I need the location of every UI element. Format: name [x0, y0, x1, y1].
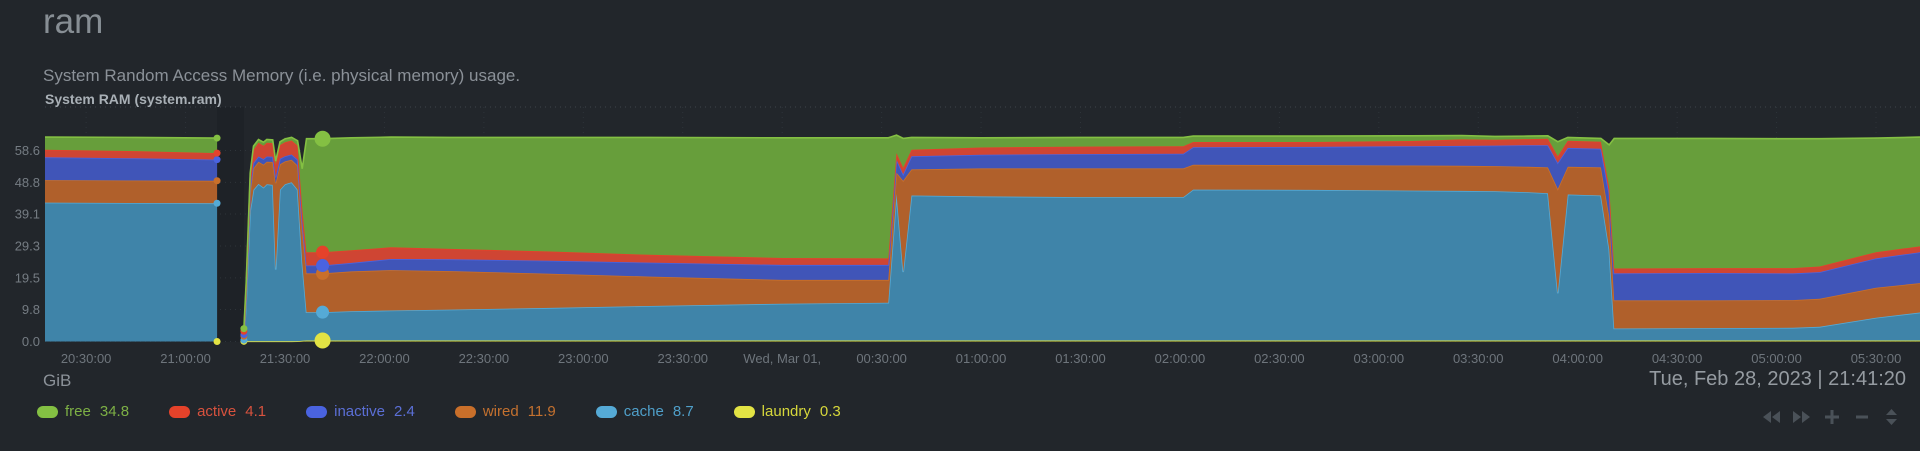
selection-dot-active [316, 245, 330, 259]
area-free [243, 135, 1920, 332]
legend-value-wired: 11.9 [527, 403, 556, 420]
x-tick-label: 21:00:00 [160, 351, 211, 366]
legend-swatch-active [169, 405, 191, 418]
x-tick-label: 02:30:00 [1254, 351, 1305, 366]
gap-endpoint-dot-free [240, 325, 248, 333]
x-tick-label: 20:30:00 [61, 351, 112, 366]
legend-item-free[interactable]: free 34.8 [37, 403, 129, 420]
legend-item-wired[interactable]: wired 11.9 [454, 403, 556, 420]
legend-value-inactive: 2.4 [393, 403, 415, 420]
gap-endpoint-dot-wired [213, 177, 221, 185]
gap-endpoint-dot-free [213, 134, 221, 142]
ram-stacked-area-chart[interactable]: 0.0 9.8 19.5 29.3 39.1 48.8 58.6 20:30:00 21:00:… [0, 0, 1920, 370]
selection-timestamp: Tue, Feb 28, 2023 | 21:41:20 [1649, 368, 1906, 390]
legend-label-inactive: inactive [334, 403, 385, 420]
gap-endpoint-dot-active [213, 149, 221, 157]
data-gap-band [217, 107, 244, 342]
area-wired [45, 180, 218, 204]
resize-icon[interactable] [1882, 409, 1901, 425]
selection-dot-cache [316, 305, 330, 319]
area-free [45, 137, 218, 154]
chart-toolbar [1762, 409, 1901, 425]
area-wired [243, 159, 1920, 340]
legend-item-cache[interactable]: cache 8.7 [595, 403, 694, 420]
selection-dot-laundry [314, 332, 331, 349]
legend-label-laundry: laundry [761, 403, 811, 420]
legend-swatch-laundry [733, 405, 755, 418]
legend-value-active: 4.1 [245, 403, 267, 420]
area-inactive [45, 157, 218, 181]
zoom-in-icon[interactable] [1822, 409, 1841, 425]
x-tick-label: 23:30:00 [657, 351, 708, 366]
legend-item-inactive[interactable]: inactive 2.4 [306, 403, 415, 420]
forward-icon[interactable] [1792, 409, 1811, 425]
legend-label-cache: cache [623, 403, 664, 420]
legend-value-laundry: 0.3 [819, 403, 841, 420]
gap-endpoint-dot-inactive [213, 156, 221, 164]
zoom-out-icon[interactable] [1852, 409, 1871, 425]
edge-laundry [243, 339, 1920, 343]
x-tick-label: 21:30:00 [260, 351, 311, 366]
legend-item-laundry[interactable]: laundry 0.3 [733, 403, 841, 420]
area-cache [243, 182, 1920, 342]
selection-dot-free [314, 130, 331, 147]
units-label: GiB [43, 371, 72, 390]
selection-dot-inactive [316, 259, 330, 273]
y-tick-label: 48.8 [15, 175, 40, 190]
x-tick-label: 03:00:00 [1354, 351, 1405, 366]
backward-icon[interactable] [1762, 409, 1781, 425]
x-tick-label: 01:00:00 [956, 351, 1007, 366]
x-tick-label: 22:00:00 [359, 351, 410, 366]
legend-item-active[interactable]: active 4.1 [169, 403, 266, 420]
edge-free [243, 134, 1920, 329]
legend-swatch-wired [454, 405, 476, 418]
x-tick-label: 04:30:00 [1652, 351, 1703, 366]
legend-swatch-free [37, 405, 58, 418]
legend-label-free: free [65, 403, 91, 420]
gap-endpoint-dot-laundry [213, 338, 221, 345]
x-tick-label: 00:30:00 [856, 351, 907, 366]
legend-swatch-cache [595, 405, 617, 418]
legend-label-active: active [197, 403, 237, 420]
y-tick-label: 58.6 [15, 143, 40, 158]
y-tick-label: 29.3 [15, 238, 40, 253]
x-tick-label: 05:30:00 [1851, 351, 1902, 366]
y-tick-label: 19.5 [15, 270, 40, 285]
legend-label-wired: wired [482, 403, 519, 420]
y-tick-label: 39.1 [15, 207, 40, 222]
x-tick-label: 22:30:00 [459, 351, 510, 366]
x-tick-label: 03:30:00 [1453, 351, 1504, 366]
x-tick-label: 02:00:00 [1155, 351, 1206, 366]
x-tick-label: 05:00:00 [1751, 351, 1802, 366]
page-title: ram [43, 2, 104, 41]
chart-title: System RAM (system.ram) [45, 91, 222, 107]
area-cache [45, 202, 218, 342]
legend-swatch-inactive [306, 405, 328, 418]
legend-value-free: 34.8 [99, 403, 130, 420]
x-tick-label: 04:00:00 [1552, 351, 1603, 366]
y-tick-label: 0.0 [22, 334, 40, 349]
edge-free [44, 136, 218, 139]
legend-value-cache: 8.7 [672, 403, 694, 420]
x-tick-label: 23:00:00 [558, 351, 609, 366]
y-tick-label: 9.8 [22, 302, 40, 317]
chart-legend: free 34.8 active 4.1 inactive 2.4 wired 11.9 cac… [37, 403, 841, 420]
gap-endpoint-dot-cache [213, 199, 221, 207]
x-tick-label: 01:30:00 [1055, 351, 1106, 366]
page-subtitle: System Random Access Memory (i.e. physic… [43, 66, 521, 85]
x-tick-label: Wed, Mar 01, [743, 351, 821, 366]
